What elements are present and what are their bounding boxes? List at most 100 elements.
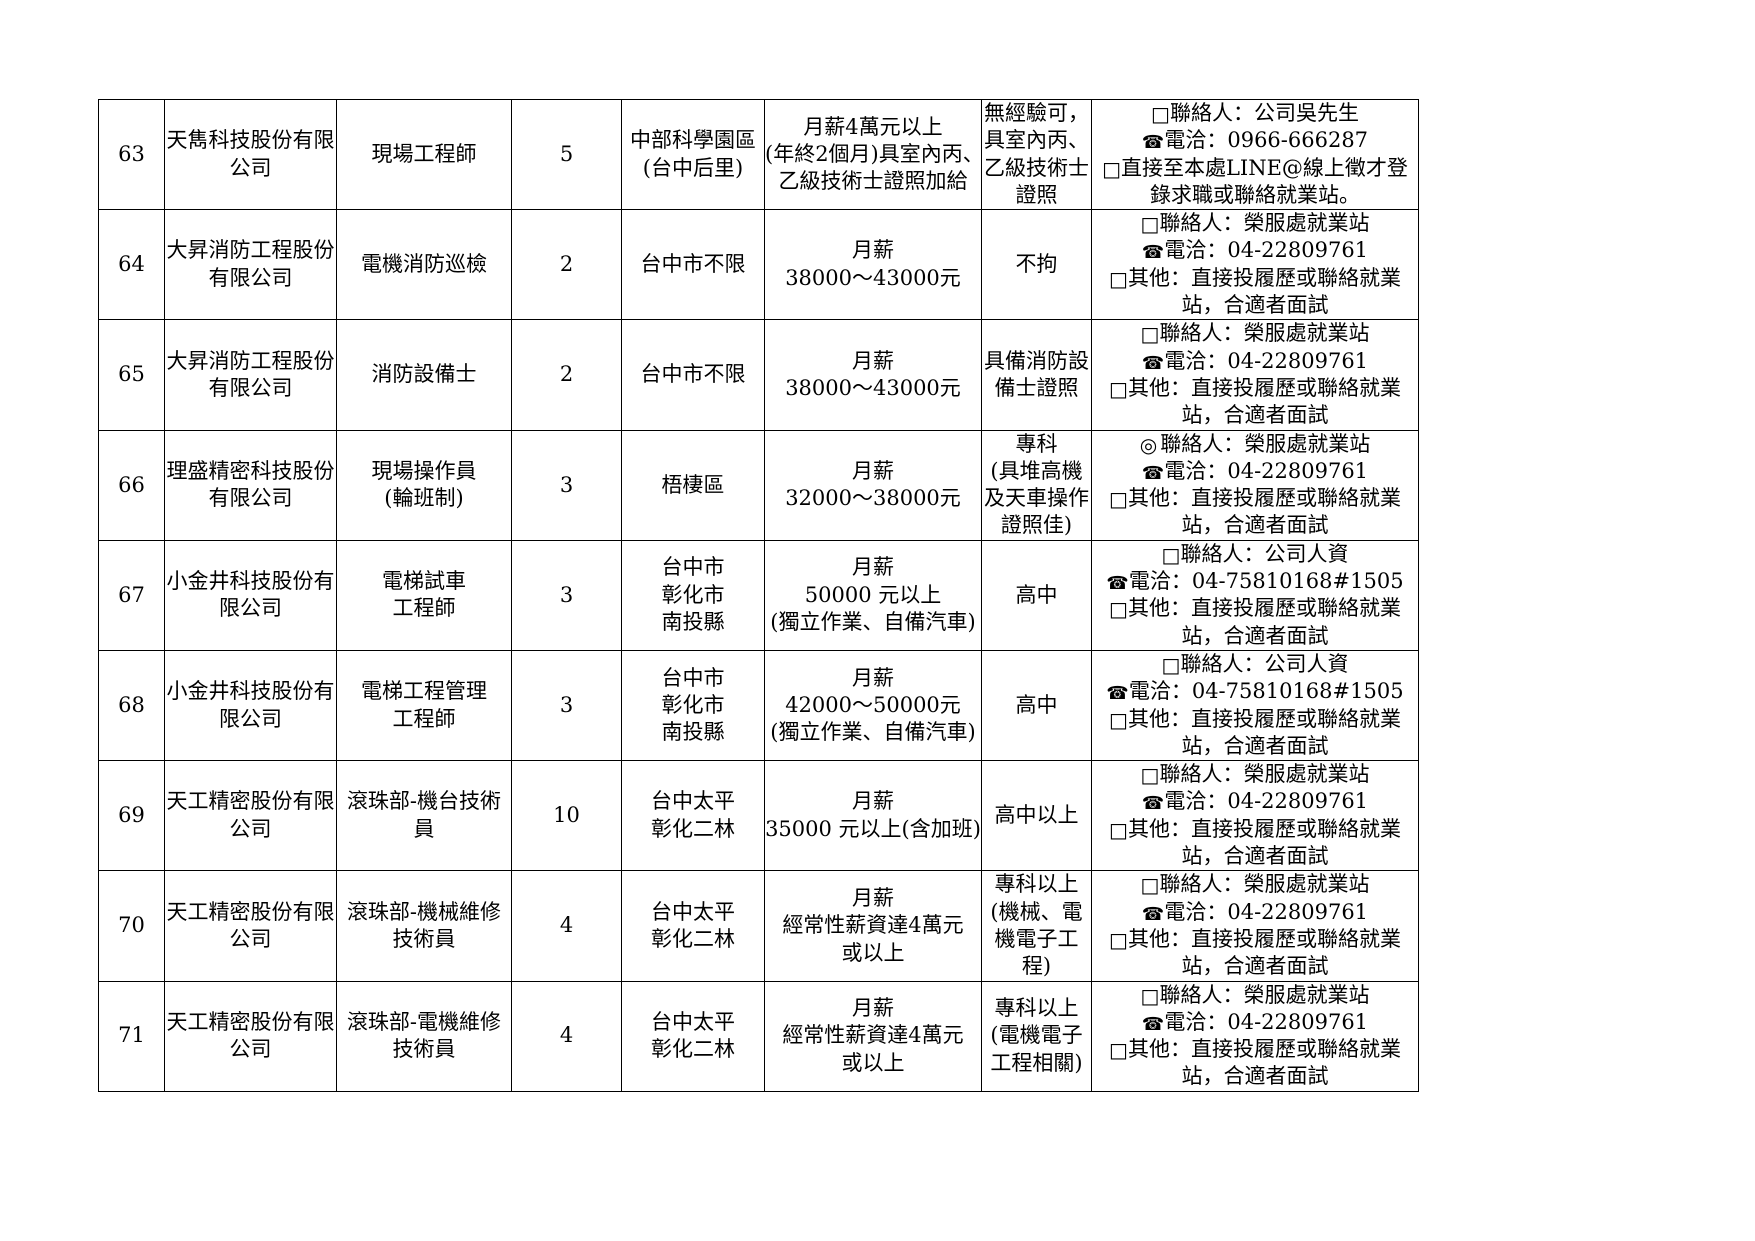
contact-other-text: 其他：直接投履歷或聯絡就業站，合適者面試 [1127, 1037, 1401, 1089]
text-line: 技術員 [392, 1037, 456, 1062]
text-line: 工程師 [392, 706, 456, 731]
contact-person-text: 聯絡人：榮服處就業站 [1160, 431, 1371, 456]
company-name-cell: 小金井科技股份有限公司 [164, 649, 337, 762]
contact-person-text: 聯絡人：公司人資 [1180, 651, 1349, 676]
requirement-cell: 專科以上 (電機電子 工程相關) [981, 980, 1092, 1092]
text-line: 專科 [1015, 431, 1058, 456]
salary-cell: 月薪4萬元以上 (年終2個月)具室內丙、 乙級技術士證照加給 [764, 98, 982, 211]
text-line: 彰化二林 [651, 816, 735, 841]
vacancy-count-cell: 5 [511, 98, 622, 211]
job-title-cell: 電梯試車 工程師 [336, 539, 512, 651]
text-line: 台中市不限 [640, 252, 746, 277]
text-line: 證照佳) [1000, 513, 1073, 538]
text-line: 38000～43000元 [785, 375, 961, 400]
text-line: (機械、電 [990, 899, 1083, 924]
checkbox-icon: □ [1109, 266, 1128, 291]
contact-other-text: 其他：直接投履歷或聯絡就業站，合適者面試 [1127, 706, 1401, 758]
text-line: 台中市 [661, 665, 725, 690]
contact-person-line: □聯絡人：榮服處就業站 [1093, 321, 1418, 348]
text-line: 彰化市 [661, 692, 725, 717]
work-location-cell: 台中太平 彰化二林 [621, 980, 765, 1092]
vacancy-count-cell: 4 [511, 980, 622, 1092]
company-name-cell: 大昇消防工程股份有限公司 [164, 209, 337, 321]
text-line: 專科以上 [994, 996, 1079, 1021]
contact-other-line: □其他：直接投履歷或聯絡就業站，合適者面試 [1093, 706, 1418, 760]
text-line: 35000 元以上(含加班) [765, 816, 981, 841]
text-line: 程) [1021, 954, 1052, 979]
requirement-cell: 高中 [981, 649, 1092, 762]
text-line: 50000 元以上 [804, 582, 942, 607]
contact-person-line: □聯絡人：榮服處就業站 [1093, 982, 1418, 1009]
contact-phone-text: 電洽：04-75810168#1505 [1128, 679, 1404, 704]
contact-phone-line: ☎電洽：04-22809761 [1093, 458, 1418, 485]
contact-phone-line: ☎電洽：04-22809761 [1093, 348, 1418, 375]
text-line: 或以上 [841, 940, 905, 965]
contact-person-text: 聯絡人：榮服處就業站 [1159, 211, 1370, 236]
checkbox-icon: □ [1109, 927, 1128, 952]
vacancy-count-cell: 4 [511, 870, 622, 982]
phone-icon: ☎ [1141, 132, 1165, 154]
contact-other-text: 其他：直接投履歷或聯絡就業站，合適者面試 [1127, 926, 1401, 979]
text-line: 技術員 [392, 926, 456, 951]
text-line: (獨立作業、自備汽車) [770, 609, 976, 634]
contact-phone-line: ☎電洽：04-22809761 [1093, 899, 1418, 926]
contact-other-line: □其他：直接投履歷或聯絡就業站，合適者面試 [1093, 1036, 1418, 1090]
salary-cell: 月薪 經常性薪資達4萬元 或以上 [764, 870, 982, 982]
company-name-cell: 天工精密股份有限公司 [164, 980, 337, 1092]
phone-icon: ☎ [1141, 462, 1165, 484]
work-location-cell: 台中市 彰化市 南投縣 [621, 649, 765, 762]
text-line: 滾珠部-機台技術 [346, 789, 502, 814]
text-line: (電機電子 [990, 1023, 1083, 1048]
text-line: 中部科學園區 [630, 128, 756, 153]
row-number-cell: 66 [98, 429, 165, 541]
contact-other-text: 其他：直接投履歷或聯絡就業站，合適者面試 [1127, 486, 1401, 538]
contact-cell: □聯絡人：公司吳先生 ☎電洽：0966-666287 □直接至本處LINE@線上徵才… [1091, 98, 1419, 211]
text-line: 高中 [1015, 582, 1058, 607]
vacancy-count-cell: 2 [511, 319, 622, 431]
contact-person-text: 聯絡人：榮服處就業站 [1159, 982, 1370, 1007]
row-number-cell: 70 [98, 870, 165, 982]
vacancy-count-cell: 3 [511, 649, 622, 762]
phone-icon: ☎ [1106, 573, 1129, 595]
text-line: 工程相關) [990, 1050, 1083, 1075]
job-title-cell: 現場工程師 [336, 98, 512, 211]
text-line: 現場操作員 [371, 458, 477, 483]
row-number-cell: 68 [98, 649, 165, 762]
job-title-cell: 滾珠部-機械維修 技術員 [336, 870, 512, 982]
requirement-cell: 不拘 [981, 209, 1092, 321]
checkbox-icon: □ [1161, 542, 1181, 567]
company-name-cell: 大昇消防工程股份有限公司 [164, 319, 337, 431]
text-line: 月薪 [852, 238, 894, 263]
checkbox-icon: □ [1109, 817, 1128, 842]
job-title-cell: 滾珠部-電機維修 技術員 [336, 980, 512, 1092]
text-line: (具堆高機 [990, 458, 1083, 483]
text-line: 電梯工程管理 [361, 679, 487, 704]
contact-person-text: 聯絡人：榮服處就業站 [1159, 872, 1370, 897]
company-name-cell: 天工精密股份有限公司 [164, 760, 337, 872]
contact-other-text: 直接至本處LINE@線上徵才登錄求職或聯絡就業站。 [1120, 155, 1408, 207]
salary-cell: 月薪 38000～43000元 [764, 209, 982, 321]
contact-phone-line: ☎電洽：04-22809761 [1093, 788, 1418, 815]
contact-other-text: 其他：直接投履歷或聯絡就業站，合適者面試 [1127, 596, 1401, 648]
text-line: 具室內丙、 [984, 128, 1089, 153]
row-number-cell: 63 [98, 98, 165, 211]
salary-cell: 月薪 經常性薪資達4萬元 或以上 [764, 980, 982, 1092]
contact-phone-text: 電洽：04-22809761 [1164, 1009, 1369, 1034]
contact-person-line: ◎ 聯絡人：榮服處就業站 [1093, 431, 1418, 458]
requirement-cell: 具備消防設 備士證照 [981, 319, 1092, 431]
requirement-cell: 高中 [981, 539, 1092, 651]
checkbox-icon: □ [1140, 763, 1160, 788]
text-line: 經常性薪資達4萬元 [782, 1023, 964, 1048]
text-line: (台中后里) [642, 155, 744, 180]
contact-phone-line: ☎電洽：0966-666287 [1093, 127, 1418, 154]
text-line: 32000～38000元 [785, 486, 961, 511]
table-row: 70 天工精密股份有限公司 滾珠部-機械維修 技術員 4 台中太平 彰化二林 月薪 經常性薪資達… [98, 870, 1419, 982]
text-line: 現場工程師 [371, 141, 477, 166]
company-name-cell: 理盛精密科技股份有限公司 [164, 429, 337, 541]
contact-phone-line: ☎電洽：04-75810168#1505 [1093, 568, 1418, 595]
text-line: 滾珠部-電機維修 [346, 1009, 502, 1034]
row-number-cell: 69 [98, 760, 165, 872]
contact-other-line: □其他：直接投履歷或聯絡就業站，合適者面試 [1093, 265, 1418, 319]
contact-cell: □聯絡人：榮服處就業站 ☎電洽：04-22809761 □其他：直接投履歷或聯絡就業… [1091, 319, 1419, 431]
